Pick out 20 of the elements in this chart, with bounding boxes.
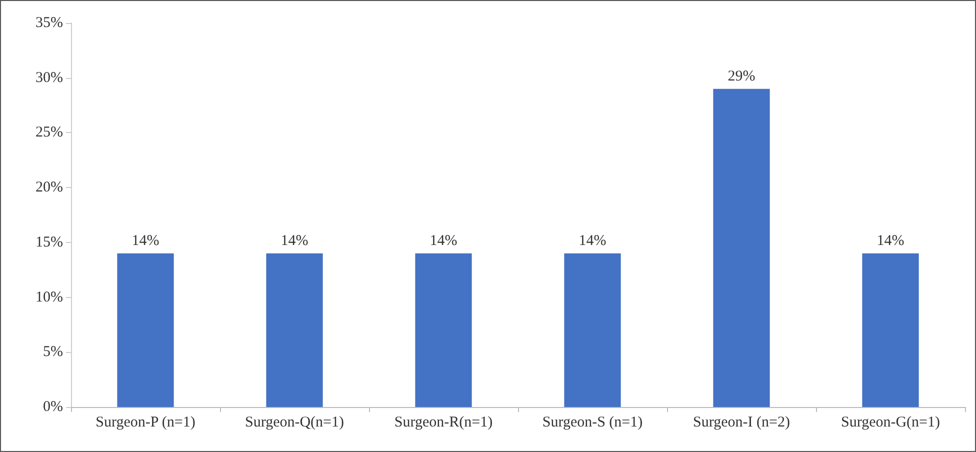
y-tick-label: 20% xyxy=(36,180,63,196)
data-label: 14% xyxy=(578,232,606,249)
x-tick-label: Surgeon-Q(n=1) xyxy=(244,414,344,430)
data-label: 14% xyxy=(876,232,904,249)
y-tick-label: 35% xyxy=(36,15,63,31)
y-tick-label: 0% xyxy=(43,399,63,415)
data-label: 14% xyxy=(280,232,308,249)
data-label: 14% xyxy=(430,232,458,249)
x-tick-label: Surgeon-R(n=1) xyxy=(394,414,493,430)
x-tick-label: Surgeon-G(n=1) xyxy=(840,414,940,430)
data-label: 29% xyxy=(728,68,756,84)
y-tick-label: 30% xyxy=(36,70,63,86)
x-tick-label: Surgeon-S (n=1) xyxy=(542,414,643,430)
x-tick-label: Surgeon-I (n=2) xyxy=(693,414,790,430)
y-tick-label: 15% xyxy=(36,234,63,250)
y-tick-label: 10% xyxy=(36,289,63,306)
y-tick-label: 5% xyxy=(43,344,63,360)
x-tick-label: Surgeon-P (n=1) xyxy=(96,414,196,430)
data-label: 14% xyxy=(132,232,160,249)
y-tick-label: 25% xyxy=(36,124,63,141)
